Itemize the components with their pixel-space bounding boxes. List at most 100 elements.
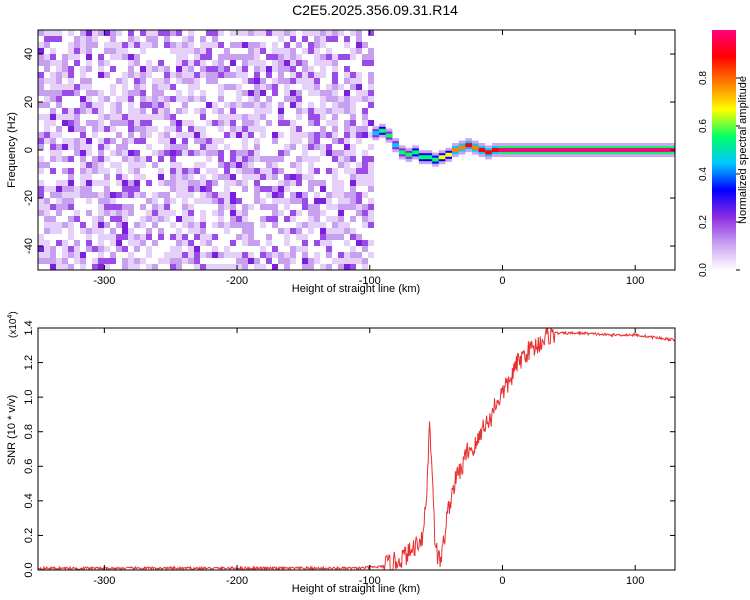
spectrogram-cell: [254, 258, 260, 264]
spectrogram-cell: [182, 192, 188, 198]
spectrogram-cell: [122, 156, 128, 162]
spectrogram-cell: [80, 126, 86, 132]
spectrogram-cell: [350, 198, 356, 204]
spectrogram-cell: [356, 132, 362, 138]
spectrogram-cell: [122, 72, 128, 78]
spectrogram-cell: [92, 180, 98, 186]
spectrogram-cell: [128, 126, 134, 132]
spectrogram-cell: [44, 42, 50, 48]
spectrogram-cell: [362, 174, 368, 180]
spectrogram-cell: [260, 90, 266, 96]
spectrogram-cell: [260, 264, 266, 270]
spectrogram-cell: [338, 198, 344, 204]
signal-track-core: [392, 143, 399, 148]
spectrogram-cell: [368, 186, 374, 192]
spectrogram-cell: [314, 144, 320, 150]
spectrogram-cell: [128, 30, 134, 36]
spectrogram-cell: [230, 42, 236, 48]
spectrogram-y-tick-label: -40: [23, 238, 35, 254]
spectrogram-cell: [176, 90, 182, 96]
spectrogram-cell: [182, 78, 188, 84]
spectrogram-cell: [182, 240, 188, 246]
spectrogram-cell: [50, 246, 56, 252]
spectrogram-cell: [242, 138, 248, 144]
spectrogram-cell: [254, 168, 260, 174]
spectrogram-cell: [92, 162, 98, 168]
colorbar-ticks: 0.00.20.40.60.8: [698, 71, 740, 277]
spectrogram-cell: [338, 264, 344, 270]
spectrogram-cell: [116, 54, 122, 60]
spectrogram-cell: [182, 54, 188, 60]
spectrogram-cell: [284, 30, 290, 36]
spectrogram-cell: [86, 48, 92, 54]
spectrogram-cell: [290, 216, 296, 222]
spectrogram-cell: [272, 48, 278, 54]
spectrogram-cell: [344, 192, 350, 198]
spectrogram-cell: [140, 120, 146, 126]
spectrogram-cell: [272, 168, 278, 174]
spectrogram-cell: [68, 42, 74, 48]
spectrogram-cell: [122, 264, 128, 270]
spectrogram-cell: [362, 120, 368, 126]
spectrogram-cell: [266, 96, 272, 102]
spectrogram-cell: [188, 216, 194, 222]
spectrogram-cell: [320, 198, 326, 204]
svg-text:(x104): (x104): [7, 311, 19, 338]
spectrogram-cell: [122, 54, 128, 60]
spectrogram-cell: [206, 150, 212, 156]
spectrogram-cell: [326, 198, 332, 204]
spectrogram-cell: [68, 138, 74, 144]
spectrogram-cell: [206, 138, 212, 144]
spectrogram-cell: [362, 210, 368, 216]
spectrogram-cell: [320, 60, 326, 66]
spectrogram-cell: [350, 114, 356, 120]
spectrogram-cell: [284, 234, 290, 240]
spectrogram-cell: [170, 210, 176, 216]
spectrogram-cell: [194, 246, 200, 252]
spectrogram-cell: [230, 240, 236, 246]
spectrogram-cell: [44, 30, 50, 36]
spectrogram-cell: [152, 42, 158, 48]
spectrogram-cell: [362, 216, 368, 222]
spectrogram-cell: [254, 90, 260, 96]
spectrogram-cell: [356, 240, 362, 246]
spectrogram-cell: [356, 210, 362, 216]
spectrogram-cell: [152, 66, 158, 72]
spectrogram-cell: [110, 150, 116, 156]
spectrogram-cell: [38, 156, 44, 162]
spectrogram-cell: [56, 84, 62, 90]
spectrogram-cell: [62, 222, 68, 228]
spectrogram-cell: [212, 102, 218, 108]
spectrogram-cell: [50, 48, 56, 54]
spectrogram-cell: [164, 150, 170, 156]
spectrogram-cell: [200, 72, 206, 78]
spectrogram-x-tick-label: 0: [499, 275, 505, 287]
spectrogram-cell: [110, 84, 116, 90]
snr-x-tick-label: -300: [93, 575, 115, 587]
spectrogram-cell: [170, 114, 176, 120]
spectrogram-cell: [260, 222, 266, 228]
spectrogram-cell: [158, 228, 164, 234]
spectrogram-cell: [260, 246, 266, 252]
spectrogram-cell: [206, 234, 212, 240]
spectrogram-cell: [332, 192, 338, 198]
spectrogram-cell: [188, 210, 194, 216]
spectrogram-cell: [356, 90, 362, 96]
spectrogram-cell: [350, 144, 356, 150]
spectrogram-cell: [200, 186, 206, 192]
spectrogram-cell: [212, 144, 218, 150]
spectrogram-cell: [314, 114, 320, 120]
spectrogram-cell: [206, 180, 212, 186]
spectrogram-cell: [44, 228, 50, 234]
spectrogram-cell: [158, 258, 164, 264]
spectrogram-cell: [68, 66, 74, 72]
spectrogram-cell: [206, 30, 212, 36]
spectrogram-cell: [272, 90, 278, 96]
spectrogram-cell: [182, 108, 188, 114]
spectrogram-cell: [362, 240, 368, 246]
spectrogram-cell: [122, 246, 128, 252]
spectrogram-cell: [44, 162, 50, 168]
spectrogram-cell: [38, 138, 44, 144]
spectrogram-cell: [326, 246, 332, 252]
spectrogram-cell: [80, 186, 86, 192]
